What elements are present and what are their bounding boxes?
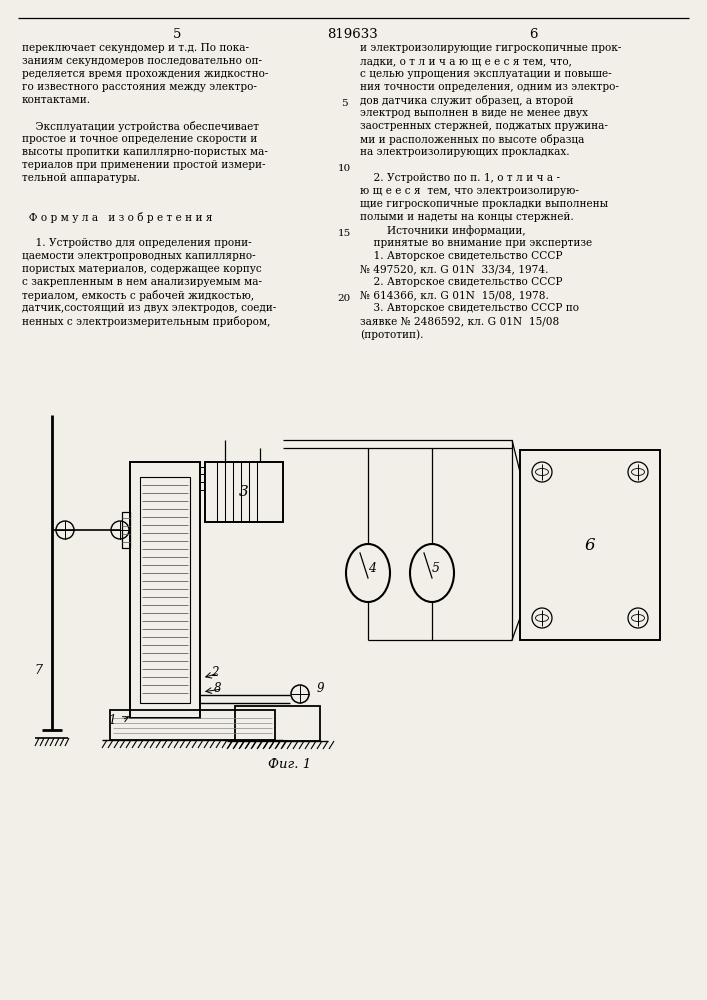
Text: Источники информации,: Источники информации, <box>360 225 525 236</box>
Text: простое и точное определение скорости и: простое и точное определение скорости и <box>22 134 257 144</box>
Text: заниям секундомеров последовательно оп-: заниям секундомеров последовательно оп- <box>22 56 262 66</box>
Text: электрод выполнен в виде не менее двух: электрод выполнен в виде не менее двух <box>360 108 588 118</box>
Text: 7: 7 <box>34 664 42 676</box>
Text: 3: 3 <box>239 485 249 499</box>
Text: ния точности определения, одним из электро-: ния точности определения, одним из элект… <box>360 82 619 92</box>
Text: 9: 9 <box>316 682 324 694</box>
Text: Фиг. 1: Фиг. 1 <box>269 758 312 770</box>
Text: цаемости электропроводных капиллярно-: цаемости электропроводных капиллярно- <box>22 251 256 261</box>
Text: 20: 20 <box>337 294 351 303</box>
Bar <box>140 477 190 703</box>
Text: 1. Авторское свидетельство СССР: 1. Авторское свидетельство СССР <box>360 251 563 261</box>
Text: ладки, о т л и ч а ю щ е е с я тем, что,: ладки, о т л и ч а ю щ е е с я тем, что, <box>360 56 572 66</box>
Text: 6: 6 <box>529 28 537 41</box>
Text: 15: 15 <box>337 229 351 238</box>
Text: 5: 5 <box>432 562 440 576</box>
Text: Эксплуатации устройства обеспечивает: Эксплуатации устройства обеспечивает <box>22 121 259 132</box>
Text: ределяется время прохождения жидкостно-: ределяется время прохождения жидкостно- <box>22 69 269 79</box>
Text: с целью упрощения эксплуатации и повыше-: с целью упрощения эксплуатации и повыше- <box>360 69 612 79</box>
Text: 8: 8 <box>214 682 222 694</box>
Text: с закрепленным в нем анализируемым ма-: с закрепленным в нем анализируемым ма- <box>22 277 262 287</box>
Text: ю щ е е с я  тем, что электроизолирую-: ю щ е е с я тем, что электроизолирую- <box>360 186 579 196</box>
Text: переключает секундомер и т.д. По пока-: переключает секундомер и т.д. По пока- <box>22 43 249 53</box>
Text: 1: 1 <box>108 714 116 726</box>
Text: 6: 6 <box>585 536 595 554</box>
Text: и электроизолирующие гигроскопичные прок-: и электроизолирующие гигроскопичные прок… <box>360 43 621 53</box>
Text: ненных с электроизмерительным прибором,: ненных с электроизмерительным прибором, <box>22 316 270 327</box>
Text: № 614366, кл. G 01N  15/08, 1978.: № 614366, кл. G 01N 15/08, 1978. <box>360 290 549 300</box>
Text: принятые во внимание при экспертизе: принятые во внимание при экспертизе <box>360 238 592 248</box>
Text: контактами.: контактами. <box>22 95 91 105</box>
Bar <box>520 450 660 640</box>
Text: 2: 2 <box>211 666 218 678</box>
Text: дов датчика служит образец, а второй: дов датчика служит образец, а второй <box>360 95 573 106</box>
Text: № 497520, кл. G 01N  33/34, 1974.: № 497520, кл. G 01N 33/34, 1974. <box>360 264 549 274</box>
Text: датчик,состоящий из двух электродов, соеди-: датчик,состоящий из двух электродов, сое… <box>22 303 276 313</box>
Text: териалом, емкость с рабочей жидкостью,: териалом, емкость с рабочей жидкостью, <box>22 290 254 301</box>
Bar <box>235 706 320 741</box>
Text: щие гигроскопичные прокладки выполнены: щие гигроскопичные прокладки выполнены <box>360 199 608 209</box>
Text: ми и расположенных по высоте образца: ми и расположенных по высоте образца <box>360 134 585 145</box>
Text: 3. Авторское свидетельство СССР по: 3. Авторское свидетельство СССР по <box>360 303 579 313</box>
Text: 5: 5 <box>173 28 181 41</box>
Text: тельной аппаратуры.: тельной аппаратуры. <box>22 173 140 183</box>
Text: (прототип).: (прототип). <box>360 329 423 340</box>
Text: полыми и надеты на концы стержней.: полыми и надеты на концы стержней. <box>360 212 574 222</box>
Text: заявке № 2486592, кл. G 01N  15/08: заявке № 2486592, кл. G 01N 15/08 <box>360 316 559 326</box>
Bar <box>130 462 200 718</box>
Text: 10: 10 <box>337 164 351 173</box>
Text: 5: 5 <box>341 99 347 108</box>
Text: заостренных стержней, поджатых пружина-: заостренных стержней, поджатых пружина- <box>360 121 608 131</box>
Text: териалов при применении простой измери-: териалов при применении простой измери- <box>22 160 266 170</box>
Text: 4: 4 <box>368 562 376 576</box>
Text: высоты пропитки капиллярно-пористых ма-: высоты пропитки капиллярно-пористых ма- <box>22 147 268 157</box>
Text: го известного расстояния между электро-: го известного расстояния между электро- <box>22 82 257 92</box>
Bar <box>122 512 130 548</box>
Text: 819633: 819633 <box>327 28 378 41</box>
Bar <box>110 710 275 740</box>
Text: на электроизолирующих прокладках.: на электроизолирующих прокладках. <box>360 147 570 157</box>
Text: пористых материалов, содержащее корпус: пористых материалов, содержащее корпус <box>22 264 262 274</box>
Bar <box>205 462 283 522</box>
Text: 2. Авторское свидетельство СССР: 2. Авторское свидетельство СССР <box>360 277 563 287</box>
Text: 2. Устройство по п. 1, о т л и ч а -: 2. Устройство по п. 1, о т л и ч а - <box>360 173 560 183</box>
Text: Ф о р м у л а   и з о б р е т е н и я: Ф о р м у л а и з о б р е т е н и я <box>22 212 213 223</box>
Text: 1. Устройство для определения прони-: 1. Устройство для определения прони- <box>22 238 252 248</box>
